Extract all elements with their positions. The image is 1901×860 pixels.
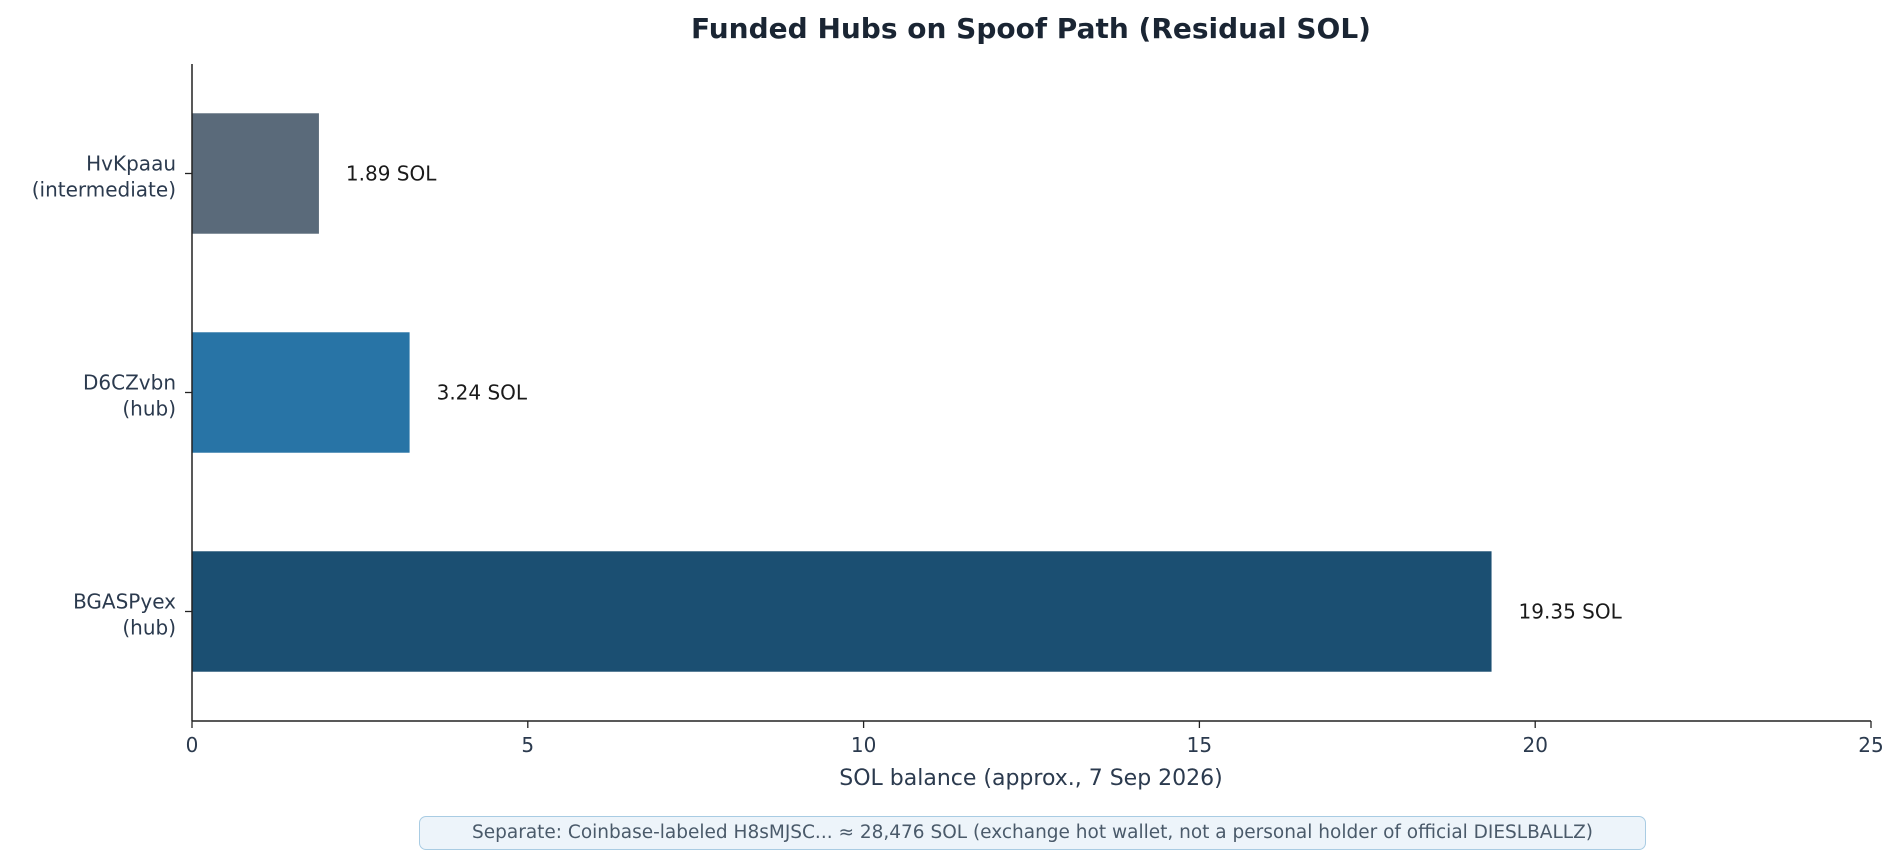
- category-label-2: D6CZvbn: [83, 371, 176, 395]
- x-tick-label-5: 20: [1522, 733, 1547, 757]
- data-label-1: 1.89 SOL: [346, 162, 437, 186]
- data-label-3: 19.35 SOL: [1519, 600, 1623, 624]
- x-tick-label-4: 15: [1187, 733, 1212, 757]
- bar-2: [192, 332, 410, 453]
- x-tick-label-1: 0: [186, 733, 199, 757]
- x-tick-label-6: 25: [1858, 733, 1883, 757]
- annotation-note: Separate: Coinbase-labeled H8sMJSC... ≈ …: [419, 816, 1646, 850]
- x-tick-label-3: 10: [851, 733, 876, 757]
- bar-3: [192, 551, 1492, 672]
- category-label-3: BGASPyex: [73, 590, 176, 614]
- plot-area: 1.89 SOL HvKpaau(intermediate) 3.24 SOL D6C…: [32, 64, 1884, 757]
- bar-1: [192, 113, 319, 234]
- data-label-2: 3.24 SOL: [437, 381, 528, 405]
- category-label-1: HvKpaau: [86, 152, 176, 176]
- x-axis-label: SOL balance (approx., 7 Sep 2026): [839, 766, 1223, 791]
- category-sublabel-1: (intermediate): [32, 178, 176, 202]
- category-sublabel-2: (hub): [122, 397, 176, 421]
- category-sublabel-3: (hub): [122, 616, 176, 640]
- x-tick-label-2: 5: [521, 733, 534, 757]
- chart-title: Funded Hubs on Spoof Path (Residual SOL): [691, 12, 1371, 45]
